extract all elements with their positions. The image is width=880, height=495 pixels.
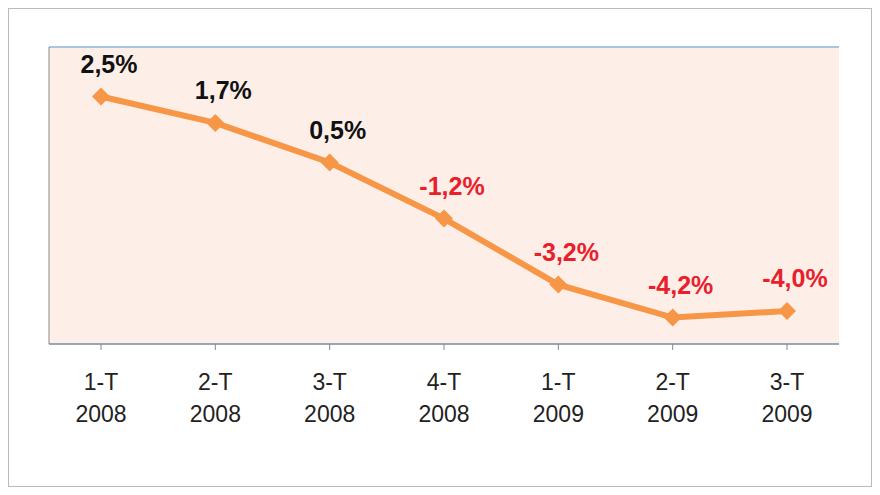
svg-text:0,5%: 0,5% (309, 116, 366, 144)
svg-text:2009: 2009 (647, 401, 698, 427)
svg-text:1-T: 1-T (541, 369, 576, 395)
svg-text:2,5%: 2,5% (81, 50, 138, 78)
svg-text:2008: 2008 (75, 401, 126, 427)
svg-text:-3,2%: -3,2% (534, 238, 599, 266)
svg-text:2008: 2008 (304, 401, 355, 427)
svg-text:2009: 2009 (761, 401, 812, 427)
svg-text:1-T: 1-T (84, 369, 119, 395)
svg-text:2009: 2009 (533, 401, 584, 427)
svg-text:1,7%: 1,7% (195, 76, 252, 104)
svg-text:2008: 2008 (190, 401, 241, 427)
svg-text:3-T: 3-T (770, 369, 805, 395)
svg-text:4-T: 4-T (427, 369, 462, 395)
svg-text:-4,2%: -4,2% (648, 271, 713, 299)
svg-text:2-T: 2-T (198, 369, 233, 395)
svg-text:-1,2%: -1,2% (419, 172, 484, 200)
svg-text:2008: 2008 (418, 401, 469, 427)
svg-text:3-T: 3-T (312, 369, 347, 395)
svg-text:2-T: 2-T (655, 369, 690, 395)
svg-text:-4,0%: -4,0% (762, 264, 827, 292)
